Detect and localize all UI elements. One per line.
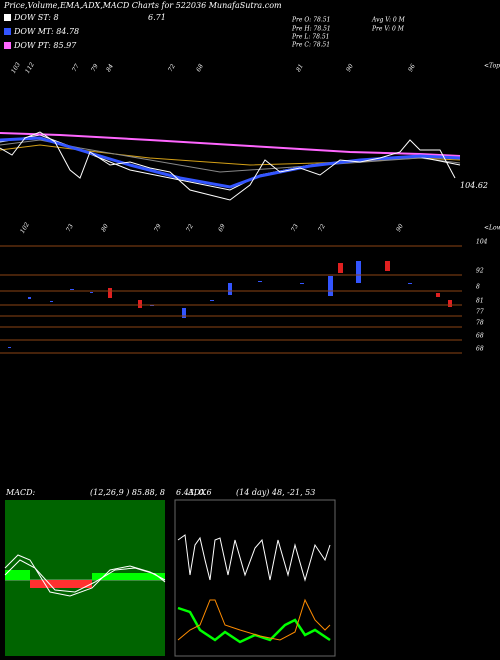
low-label: 73 xyxy=(290,223,300,233)
low-label: 102 xyxy=(19,221,31,235)
info-low: Pre L: 78.51 xyxy=(291,34,329,41)
legend-pt: DOW PT: 85.97 xyxy=(13,41,77,50)
macd-histogram xyxy=(5,570,165,588)
candles xyxy=(8,261,452,348)
tops-marker: <Tops xyxy=(484,63,500,70)
top-label: 79 xyxy=(90,63,100,73)
macd-title: MACD: xyxy=(5,488,36,497)
legend-swatch xyxy=(4,28,11,35)
di-minus xyxy=(177,598,331,641)
level-label: 92 xyxy=(476,268,484,275)
macd-values: 6.43, 0.6 xyxy=(176,488,212,497)
level-label: 81 xyxy=(476,298,484,305)
low-label: 79 xyxy=(153,223,163,233)
info-high: Pre H: 78.51 xyxy=(291,26,331,33)
top-label: 103 xyxy=(10,61,22,75)
adx-line xyxy=(177,534,331,582)
top-label: 96 xyxy=(407,63,417,73)
top-label: 77 xyxy=(71,63,81,73)
low-label: 90 xyxy=(395,223,405,233)
level-label: 8 xyxy=(476,284,480,291)
top-label: 68 xyxy=(195,63,205,73)
level-label: 77 xyxy=(476,309,484,316)
legend-mt: DOW MT: 84.78 xyxy=(13,27,79,36)
legend-swatch xyxy=(4,14,11,21)
price-line xyxy=(0,131,456,201)
low-label: 73 xyxy=(65,223,75,233)
legend-st: DOW ST: 8 xyxy=(13,13,59,22)
last-price: 104.62 xyxy=(460,181,488,190)
legend-swatch xyxy=(4,42,11,49)
top-label: 81 xyxy=(295,63,305,73)
top-label: 72 xyxy=(167,63,177,73)
level-label: 68 xyxy=(476,346,484,353)
legend-st-value: 6.71 xyxy=(148,13,166,22)
level-label: 104 xyxy=(476,239,488,246)
low-label: 80 xyxy=(100,223,110,233)
signal-line xyxy=(4,559,166,593)
level-label: 68 xyxy=(476,333,484,340)
top-label: 84 xyxy=(105,63,115,73)
low-label: 72 xyxy=(317,223,327,233)
adx-title: ADX xyxy=(187,488,206,497)
low-label: 69 xyxy=(217,223,227,233)
pt-line xyxy=(0,132,461,157)
mt-line xyxy=(0,136,461,189)
info-avg-volume: Avg V: 0 M xyxy=(371,17,406,24)
adx-params: (14 day) 48, -21, 53 xyxy=(236,488,315,497)
ema-line xyxy=(0,134,461,191)
adx-panel xyxy=(174,499,336,657)
info-volume: Pre V: 0 M xyxy=(371,26,405,33)
top-label: 90 xyxy=(345,63,355,73)
level-label: 78 xyxy=(476,320,484,327)
lows-marker: <Lows xyxy=(484,225,500,232)
title: Price,Volume,EMA,ADX,MACD Charts for 522… xyxy=(3,1,282,10)
macd-params: (12,26,9 ) 85.88, 8 xyxy=(90,488,165,497)
info-open: Pre O: 78.51 xyxy=(291,17,330,24)
low-label: 72 xyxy=(185,223,195,233)
top-label: 112 xyxy=(24,61,36,75)
info-close: Pre C: 78.51 xyxy=(291,42,330,49)
